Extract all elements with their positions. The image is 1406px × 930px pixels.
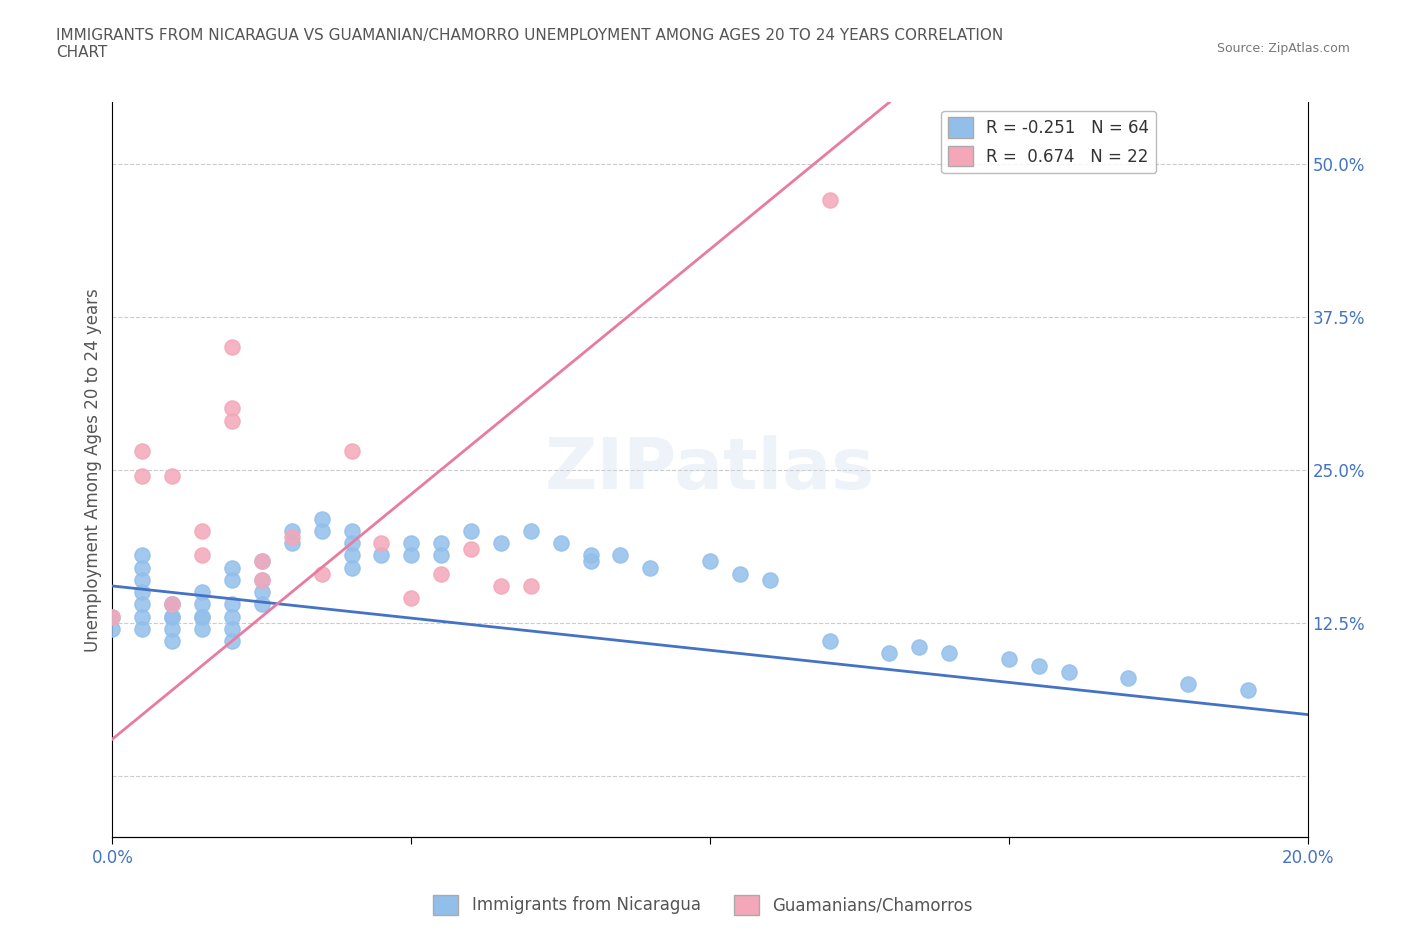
Point [131, 548, 153, 563]
Point [221, 597, 243, 612]
Point [430, 566, 453, 581]
Point [998, 652, 1021, 667]
Point [340, 536, 363, 551]
Point [281, 536, 304, 551]
Point [879, 646, 901, 661]
Point [191, 609, 214, 624]
Point [250, 573, 273, 588]
Point [162, 469, 183, 484]
Point [1237, 683, 1260, 698]
Point [699, 554, 721, 569]
Point [162, 609, 183, 624]
Point [131, 469, 153, 484]
Point [311, 512, 333, 526]
Point [221, 609, 243, 624]
Point [191, 597, 214, 612]
Point [250, 554, 273, 569]
Point [162, 597, 183, 612]
Point [131, 585, 153, 600]
Point [131, 560, 153, 575]
Point [340, 524, 363, 538]
Point [818, 633, 841, 648]
Point [401, 548, 423, 563]
Point [460, 524, 482, 538]
Y-axis label: Unemployment Among Ages 20 to 24 years: Unemployment Among Ages 20 to 24 years [84, 287, 103, 652]
Point [520, 578, 543, 593]
Point [221, 560, 243, 575]
Point [191, 548, 214, 563]
Point [221, 633, 243, 648]
Text: ZIPatlas: ZIPatlas [546, 435, 875, 504]
Point [489, 578, 512, 593]
Point [162, 597, 183, 612]
Point [401, 591, 423, 605]
Point [101, 609, 124, 624]
Point [430, 548, 453, 563]
Point [520, 524, 543, 538]
Text: IMMIGRANTS FROM NICARAGUA VS GUAMANIAN/CHAMORRO UNEMPLOYMENT AMONG AGES 20 TO 24: IMMIGRANTS FROM NICARAGUA VS GUAMANIAN/C… [56, 28, 1004, 60]
Point [221, 621, 243, 636]
Point [221, 401, 243, 416]
Legend: Immigrants from Nicaragua, Guamanians/Chamorros: Immigrants from Nicaragua, Guamanians/Ch… [426, 888, 980, 922]
Point [250, 585, 273, 600]
Point [550, 536, 572, 551]
Point [131, 444, 153, 458]
Point [340, 548, 363, 563]
Point [131, 621, 153, 636]
Point [489, 536, 512, 551]
Point [370, 536, 392, 551]
Point [640, 560, 662, 575]
Point [818, 193, 841, 207]
Point [162, 597, 183, 612]
Point [221, 339, 243, 354]
Point [311, 524, 333, 538]
Point [281, 529, 304, 544]
Text: Source: ZipAtlas.com: Source: ZipAtlas.com [1216, 42, 1350, 55]
Point [131, 573, 153, 588]
Point [401, 536, 423, 551]
Point [340, 444, 363, 458]
Point [162, 633, 183, 648]
Point [728, 566, 751, 581]
Point [250, 597, 273, 612]
Point [609, 548, 631, 563]
Point [101, 609, 124, 624]
Point [1028, 658, 1050, 673]
Point [281, 524, 304, 538]
Point [250, 573, 273, 588]
Point [579, 554, 602, 569]
Point [191, 609, 214, 624]
Point [131, 597, 153, 612]
Point [460, 542, 482, 557]
Point [1057, 664, 1080, 679]
Point [131, 609, 153, 624]
Point [101, 621, 124, 636]
Point [340, 560, 363, 575]
Point [191, 524, 214, 538]
Point [938, 646, 960, 661]
Point [162, 609, 183, 624]
Point [1118, 671, 1140, 685]
Point [250, 554, 273, 569]
Point [579, 548, 602, 563]
Point [311, 566, 333, 581]
Point [430, 536, 453, 551]
Point [221, 413, 243, 428]
Point [908, 640, 931, 655]
Point [759, 573, 782, 588]
Point [191, 621, 214, 636]
Point [221, 573, 243, 588]
Point [162, 621, 183, 636]
Point [191, 585, 214, 600]
Legend: R = -0.251   N = 64, R =  0.674   N = 22: R = -0.251 N = 64, R = 0.674 N = 22 [941, 111, 1156, 173]
Point [370, 548, 392, 563]
Point [1177, 676, 1199, 691]
